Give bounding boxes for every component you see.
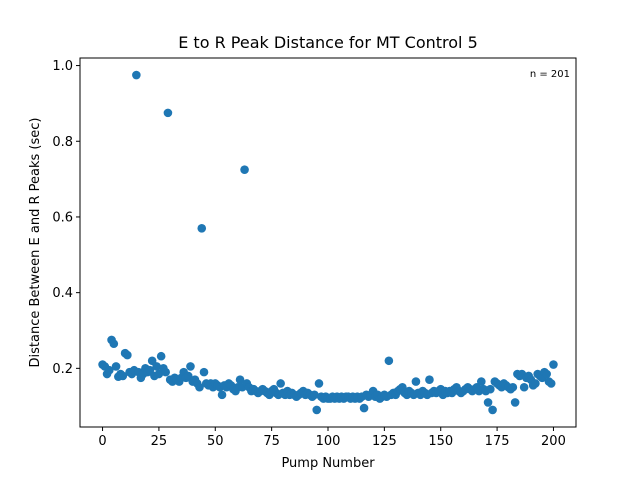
- chart-title: E to R Peak Distance for MT Control 5: [178, 33, 478, 52]
- data-points: [98, 70, 558, 415]
- y-tick-label: 1.0: [52, 59, 73, 74]
- data-point: [111, 362, 121, 371]
- x-tick-label: 100: [316, 434, 341, 449]
- data-point: [549, 360, 558, 369]
- data-point: [314, 379, 324, 388]
- data-point: [359, 403, 369, 413]
- data-point: [156, 351, 166, 361]
- data-point: [486, 384, 495, 394]
- data-point: [123, 350, 132, 360]
- x-axis-ticks: 0 25 50 75 100 125 150 175 200: [98, 427, 566, 449]
- data-point: [199, 367, 209, 377]
- x-tick-label: 0: [98, 434, 106, 449]
- x-tick-label: 75: [263, 434, 280, 449]
- y-tick-label: 0.2: [52, 362, 73, 377]
- data-point: [312, 405, 322, 415]
- data-point: [310, 390, 319, 400]
- data-point: [483, 398, 493, 407]
- x-tick-label: 175: [485, 434, 510, 449]
- data-point: [384, 356, 394, 366]
- data-point: [217, 390, 227, 400]
- data-point: [508, 382, 518, 392]
- x-tick-label: 50: [207, 434, 224, 449]
- data-point: [546, 379, 556, 388]
- data-point: [197, 224, 207, 233]
- x-axis-label: Pump Number: [281, 456, 375, 471]
- data-point: [161, 367, 170, 377]
- data-point: [235, 375, 245, 384]
- x-tick-label: 200: [541, 434, 566, 449]
- y-tick-label: 0.4: [52, 286, 73, 301]
- data-point: [105, 365, 114, 375]
- y-tick-label: 0.6: [52, 210, 73, 225]
- data-point: [488, 405, 497, 415]
- data-point: [195, 382, 204, 392]
- data-point: [276, 379, 285, 388]
- data-point: [531, 379, 540, 388]
- data-point: [109, 339, 119, 349]
- x-tick-label: 125: [372, 434, 397, 449]
- data-point: [510, 398, 520, 407]
- data-point: [425, 375, 434, 384]
- y-axis-label: Distance Between E and R Peaks (sec): [28, 118, 43, 368]
- x-tick-label: 25: [151, 434, 168, 449]
- data-point: [411, 377, 421, 386]
- data-point: [186, 362, 195, 371]
- data-point: [519, 382, 529, 392]
- y-axis-ticks: 0.2 0.4 0.6 0.8 1.0: [52, 59, 80, 377]
- x-tick-label: 150: [428, 434, 453, 449]
- data-point: [542, 369, 551, 379]
- y-tick-label: 0.8: [52, 135, 73, 150]
- data-point: [132, 70, 141, 80]
- data-point: [118, 371, 128, 381]
- data-point: [163, 108, 173, 118]
- data-point: [152, 362, 161, 371]
- sample-size-annotation: n = 201: [530, 69, 570, 80]
- data-point: [477, 377, 486, 386]
- data-point: [240, 165, 249, 174]
